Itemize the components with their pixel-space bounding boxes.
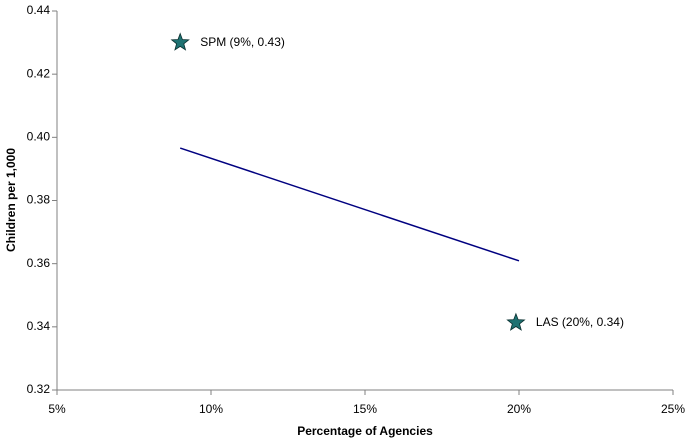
x-tick-label: 5% <box>48 402 66 416</box>
y-tick-label: 0.40 <box>27 130 51 144</box>
y-tick-label: 0.36 <box>27 256 51 270</box>
y-tick-label: 0.32 <box>27 382 51 396</box>
y-tick-label: 0.34 <box>27 319 51 333</box>
x-axis-title: Percentage of Agencies <box>297 424 433 438</box>
x-tick-label: 25% <box>661 402 685 416</box>
point-label: SPM (9%, 0.43) <box>200 35 285 49</box>
star-point <box>170 32 190 51</box>
y-axis-title: Children per 1,000 <box>4 148 18 252</box>
x-tick-label: 20% <box>507 402 531 416</box>
x-tick-label: 10% <box>199 402 223 416</box>
point-label: LAS (20%, 0.34) <box>536 315 624 329</box>
y-tick-label: 0.42 <box>27 66 51 80</box>
star-point <box>506 312 526 331</box>
y-tick-label: 0.38 <box>27 193 51 207</box>
trend-line <box>179 147 520 262</box>
y-tick-label: 0.44 <box>27 3 51 17</box>
x-tick-label: 15% <box>353 402 377 416</box>
